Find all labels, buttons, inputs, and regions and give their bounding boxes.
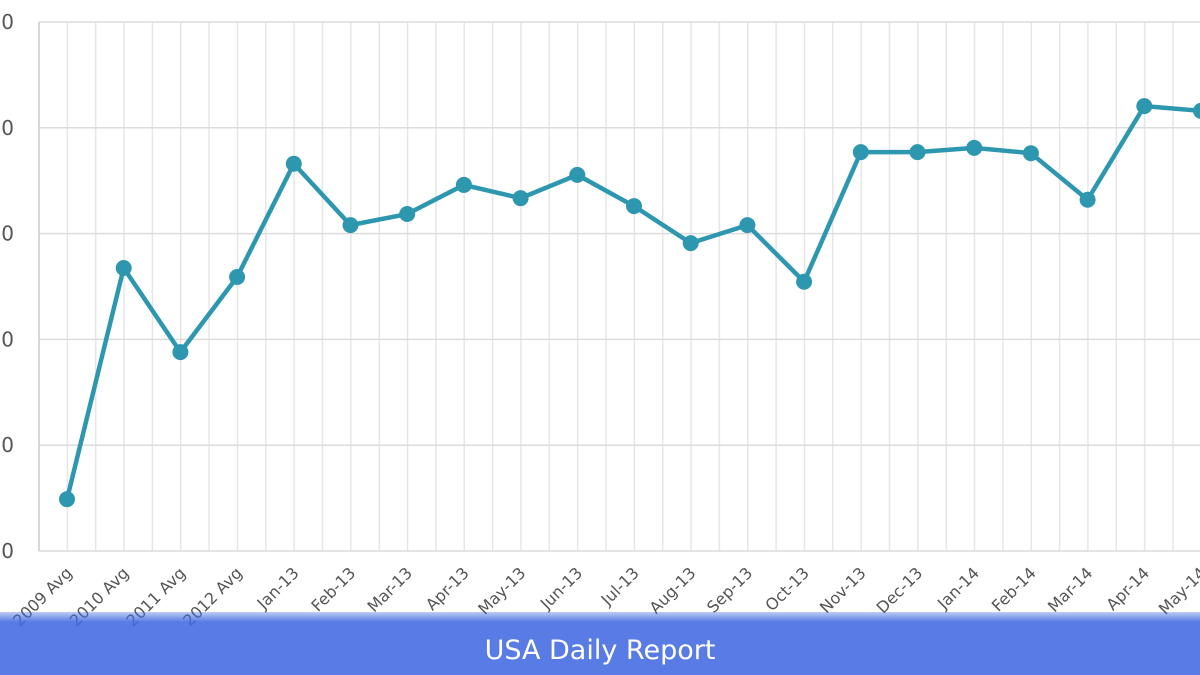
x-tick-label: Sep-13 bbox=[703, 563, 756, 616]
data-point bbox=[966, 139, 983, 156]
data-point bbox=[229, 268, 246, 285]
data-point bbox=[852, 144, 869, 161]
data-point bbox=[1136, 98, 1153, 115]
data-point bbox=[59, 491, 75, 508]
data-point bbox=[115, 259, 132, 276]
x-tick-label: Mar-13 bbox=[363, 563, 416, 616]
data-point bbox=[796, 273, 813, 290]
data-point bbox=[1079, 191, 1096, 208]
data-point bbox=[1193, 102, 1200, 119]
x-tick-label: Dec-13 bbox=[873, 563, 927, 617]
x-tick-label: Mar-14 bbox=[1044, 563, 1097, 616]
data-point bbox=[569, 166, 586, 183]
x-tick-label: Feb-13 bbox=[307, 563, 359, 615]
y-tick-label: 0 bbox=[1, 539, 14, 563]
x-tick-label: Jun-13 bbox=[536, 563, 586, 613]
data-point bbox=[285, 155, 302, 172]
data-point bbox=[512, 190, 529, 207]
x-tick-label: Jan-14 bbox=[933, 563, 983, 613]
x-tick-label: Apr-13 bbox=[422, 563, 473, 614]
data-point bbox=[682, 235, 699, 252]
report-title: USA Daily Report bbox=[484, 635, 716, 666]
x-tick-label: Nov-13 bbox=[816, 563, 870, 617]
data-point bbox=[455, 176, 472, 193]
x-tick-label: Aug-13 bbox=[646, 563, 700, 617]
data-point bbox=[342, 217, 359, 234]
footer-banner: USA Daily Report bbox=[0, 612, 1200, 675]
data-point bbox=[399, 206, 416, 223]
data-point bbox=[739, 217, 756, 234]
x-tick-label: May-14 bbox=[1155, 563, 1200, 618]
y-tick-label: 0 bbox=[1, 327, 14, 351]
x-tick-label: Apr-14 bbox=[1102, 563, 1153, 614]
x-tick-label: Jul-13 bbox=[597, 563, 643, 609]
data-point bbox=[1022, 145, 1039, 162]
y-tick-label: 0 bbox=[1, 433, 14, 457]
x-tick-label: Oct-13 bbox=[761, 563, 812, 614]
x-tick-label: Jan-13 bbox=[253, 563, 303, 613]
y-tick-label: 0 bbox=[1, 10, 14, 34]
data-point bbox=[626, 198, 642, 215]
data-point bbox=[172, 344, 189, 361]
y-tick-label: 0 bbox=[1, 222, 14, 246]
data-point bbox=[909, 144, 926, 161]
x-tick-label: May-13 bbox=[474, 563, 529, 618]
y-tick-label: 0 bbox=[1, 116, 14, 140]
x-tick-label: Feb-14 bbox=[988, 563, 1040, 615]
